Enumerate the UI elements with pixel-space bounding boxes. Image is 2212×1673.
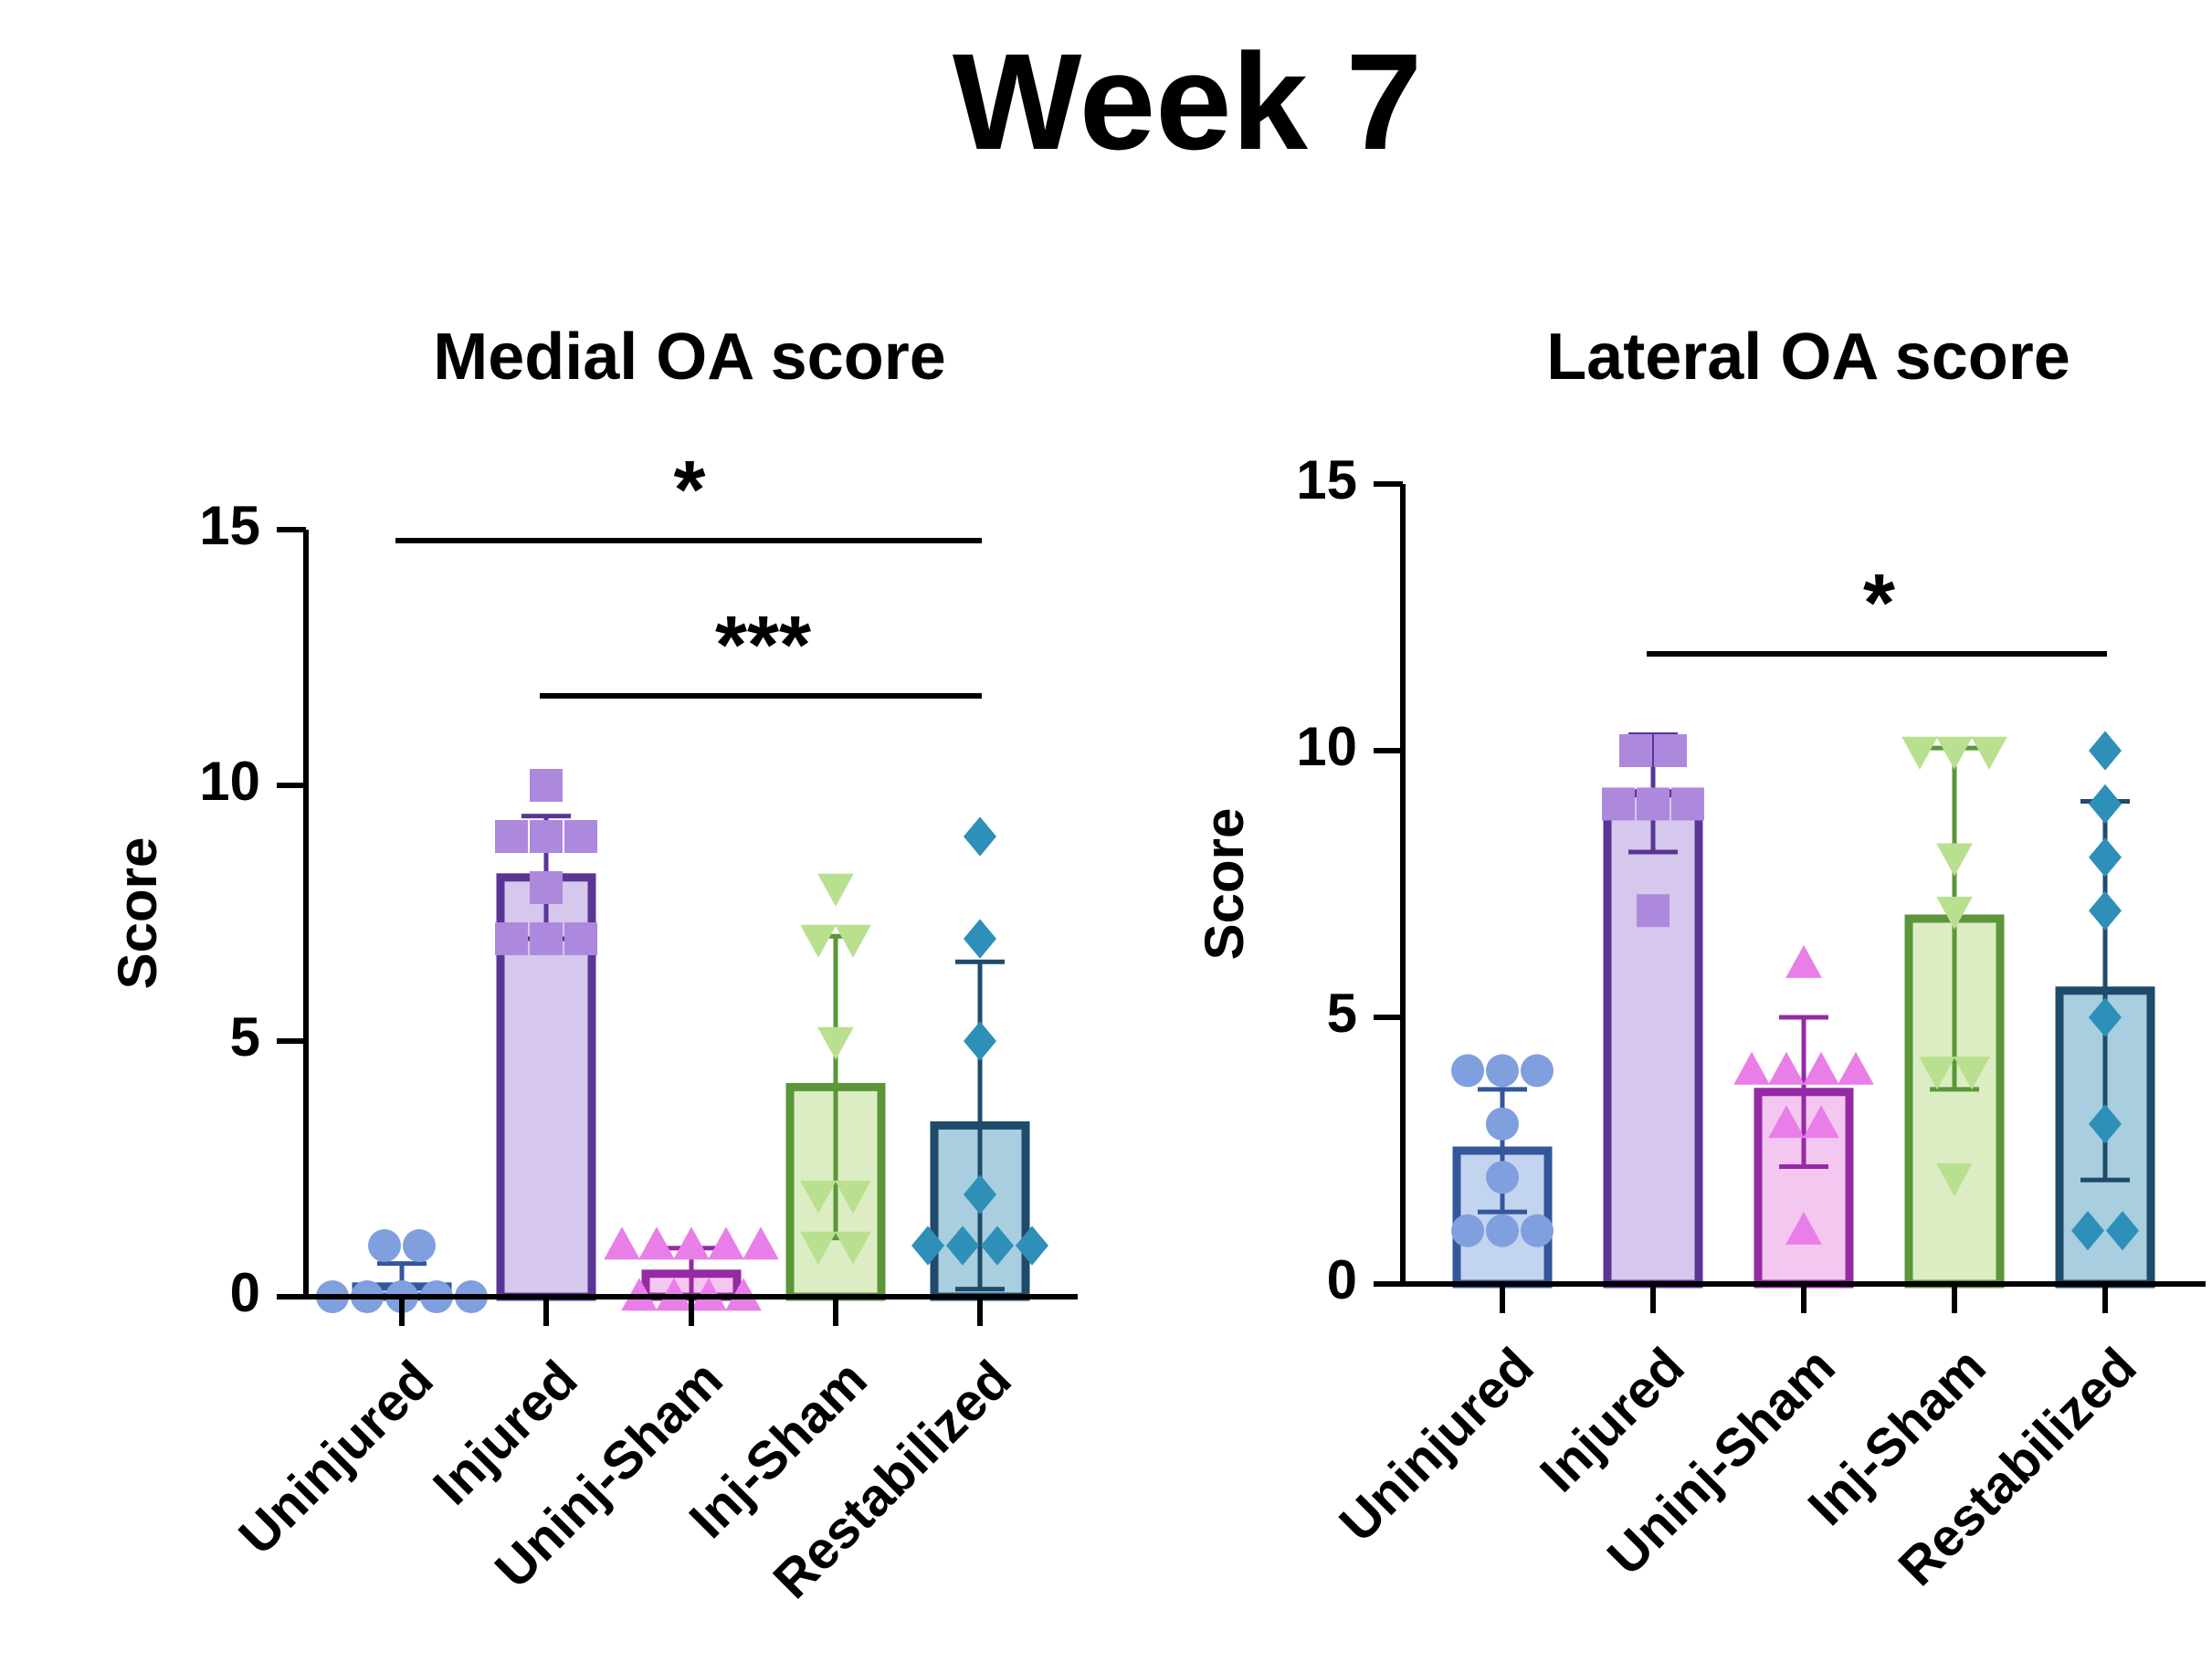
bar-injured (1603, 789, 1703, 1289)
data-point-inj-sham (800, 1231, 837, 1265)
data-point-uninjured (1521, 1214, 1554, 1247)
significance-label: * (1863, 558, 1895, 649)
data-point-inj-sham (1901, 736, 1938, 770)
data-point-uninj-sham (1838, 1051, 1874, 1085)
data-point-injured (564, 922, 597, 955)
data-point-inj-sham (1936, 1163, 1973, 1196)
data-point-uninjured (1451, 1054, 1484, 1088)
data-point-inj-sham (1954, 1057, 1990, 1090)
data-point-uninjured (1486, 1161, 1519, 1194)
y-axis-label: Score (1194, 808, 1255, 961)
data-point-uninj-sham (1785, 1211, 1822, 1245)
data-point-restabilized (2089, 997, 2122, 1037)
data-point-inj-sham (817, 1026, 854, 1060)
data-point-inj-sham (1919, 1057, 1955, 1090)
data-point-uninj-sham (1768, 1051, 1805, 1085)
data-point-inj-sham (1936, 843, 1973, 877)
data-point-inj-sham (1971, 736, 2007, 770)
data-point-restabilized (2089, 731, 2122, 771)
data-point-uninjured (1486, 1214, 1519, 1247)
y-tick-label: 10 (199, 751, 260, 812)
data-point-restabilized (1016, 1226, 1048, 1266)
data-point-restabilized (964, 1174, 996, 1215)
data-point-inj-sham (817, 873, 854, 907)
data-point-uninj-sham (604, 1226, 640, 1260)
data-point-uninj-sham (638, 1226, 675, 1260)
data-point-uninj-sham (1768, 1105, 1805, 1139)
y-tick-label: 0 (1327, 1249, 1357, 1310)
data-point-injured (530, 922, 563, 955)
y-tick-label: 5 (230, 1006, 260, 1068)
data-point-injured (530, 871, 563, 904)
data-point-restabilized (2089, 784, 2122, 824)
data-point-uninjured (368, 1229, 401, 1262)
lateral-oa-panel: Lateral OA scoreScore051015UninjuredInju… (1194, 321, 2206, 1597)
data-point-restabilized (964, 816, 996, 857)
data-point-injured (530, 769, 563, 802)
data-point-injured (1654, 734, 1687, 767)
data-point-uninj-sham (708, 1226, 744, 1260)
y-tick-label: 10 (1296, 716, 1357, 777)
data-point-restabilized (911, 1226, 944, 1266)
data-point-restabilized (946, 1226, 979, 1266)
data-point-inj-sham (800, 1180, 837, 1214)
data-point-restabilized (2089, 1104, 2122, 1144)
data-point-uninj-sham (1803, 1051, 1839, 1085)
data-point-restabilized (964, 919, 996, 959)
data-point-uninjured (1521, 1054, 1554, 1088)
data-point-uninjured (1486, 1054, 1519, 1088)
data-point-restabilized (2071, 1211, 2104, 1251)
data-point-uninj-sham (1785, 944, 1822, 978)
panel-title: Medial OA score (433, 321, 946, 394)
data-point-restabilized (964, 1021, 996, 1061)
data-point-injured (1619, 734, 1652, 767)
data-point-uninjured (1451, 1214, 1484, 1247)
data-point-injured (1602, 787, 1635, 821)
figure-title: Week 7 (952, 25, 1423, 178)
data-point-uninjured (403, 1229, 436, 1262)
data-point-restabilized (2089, 837, 2122, 878)
data-point-inj-sham (1936, 896, 1973, 930)
y-tick-label: 5 (1327, 983, 1357, 1044)
data-point-uninj-sham (1733, 1051, 1770, 1085)
data-point-inj-sham (835, 1231, 871, 1265)
medial-oa-panel: Medial OA scoreScore051015UninjuredInjur… (107, 321, 1078, 1610)
data-point-inj-sham (1936, 736, 1973, 770)
y-tick-label: 0 (230, 1262, 260, 1323)
y-tick-label: 15 (199, 495, 260, 556)
data-point-inj-sham (835, 1180, 871, 1214)
data-point-uninjured (1486, 1107, 1519, 1141)
x-tick-label: Uninjured (1328, 1337, 1544, 1553)
data-point-inj-sham (800, 924, 837, 958)
data-point-uninj-sham (743, 1226, 779, 1260)
data-point-uninj-sham (673, 1226, 710, 1260)
data-point-injured (1671, 787, 1704, 821)
y-axis-label: Score (107, 837, 168, 990)
data-point-uninj-sham (1803, 1105, 1839, 1139)
data-point-restabilized (2106, 1211, 2139, 1251)
data-point-inj-sham (835, 924, 871, 958)
data-point-injured (530, 820, 563, 853)
data-point-restabilized (2089, 890, 2122, 931)
data-point-injured (495, 820, 528, 853)
data-point-restabilized (981, 1226, 1014, 1266)
x-tick-label: Uninjured (227, 1350, 444, 1566)
data-point-injured (1637, 894, 1670, 928)
significance-label: * (673, 445, 705, 536)
y-tick-label: 15 (1296, 449, 1357, 510)
significance-label: *** (715, 600, 811, 691)
data-point-injured (495, 922, 528, 955)
data-point-injured (1637, 787, 1670, 821)
data-point-injured (564, 820, 597, 853)
panel-title: Lateral OA score (1546, 321, 2070, 394)
